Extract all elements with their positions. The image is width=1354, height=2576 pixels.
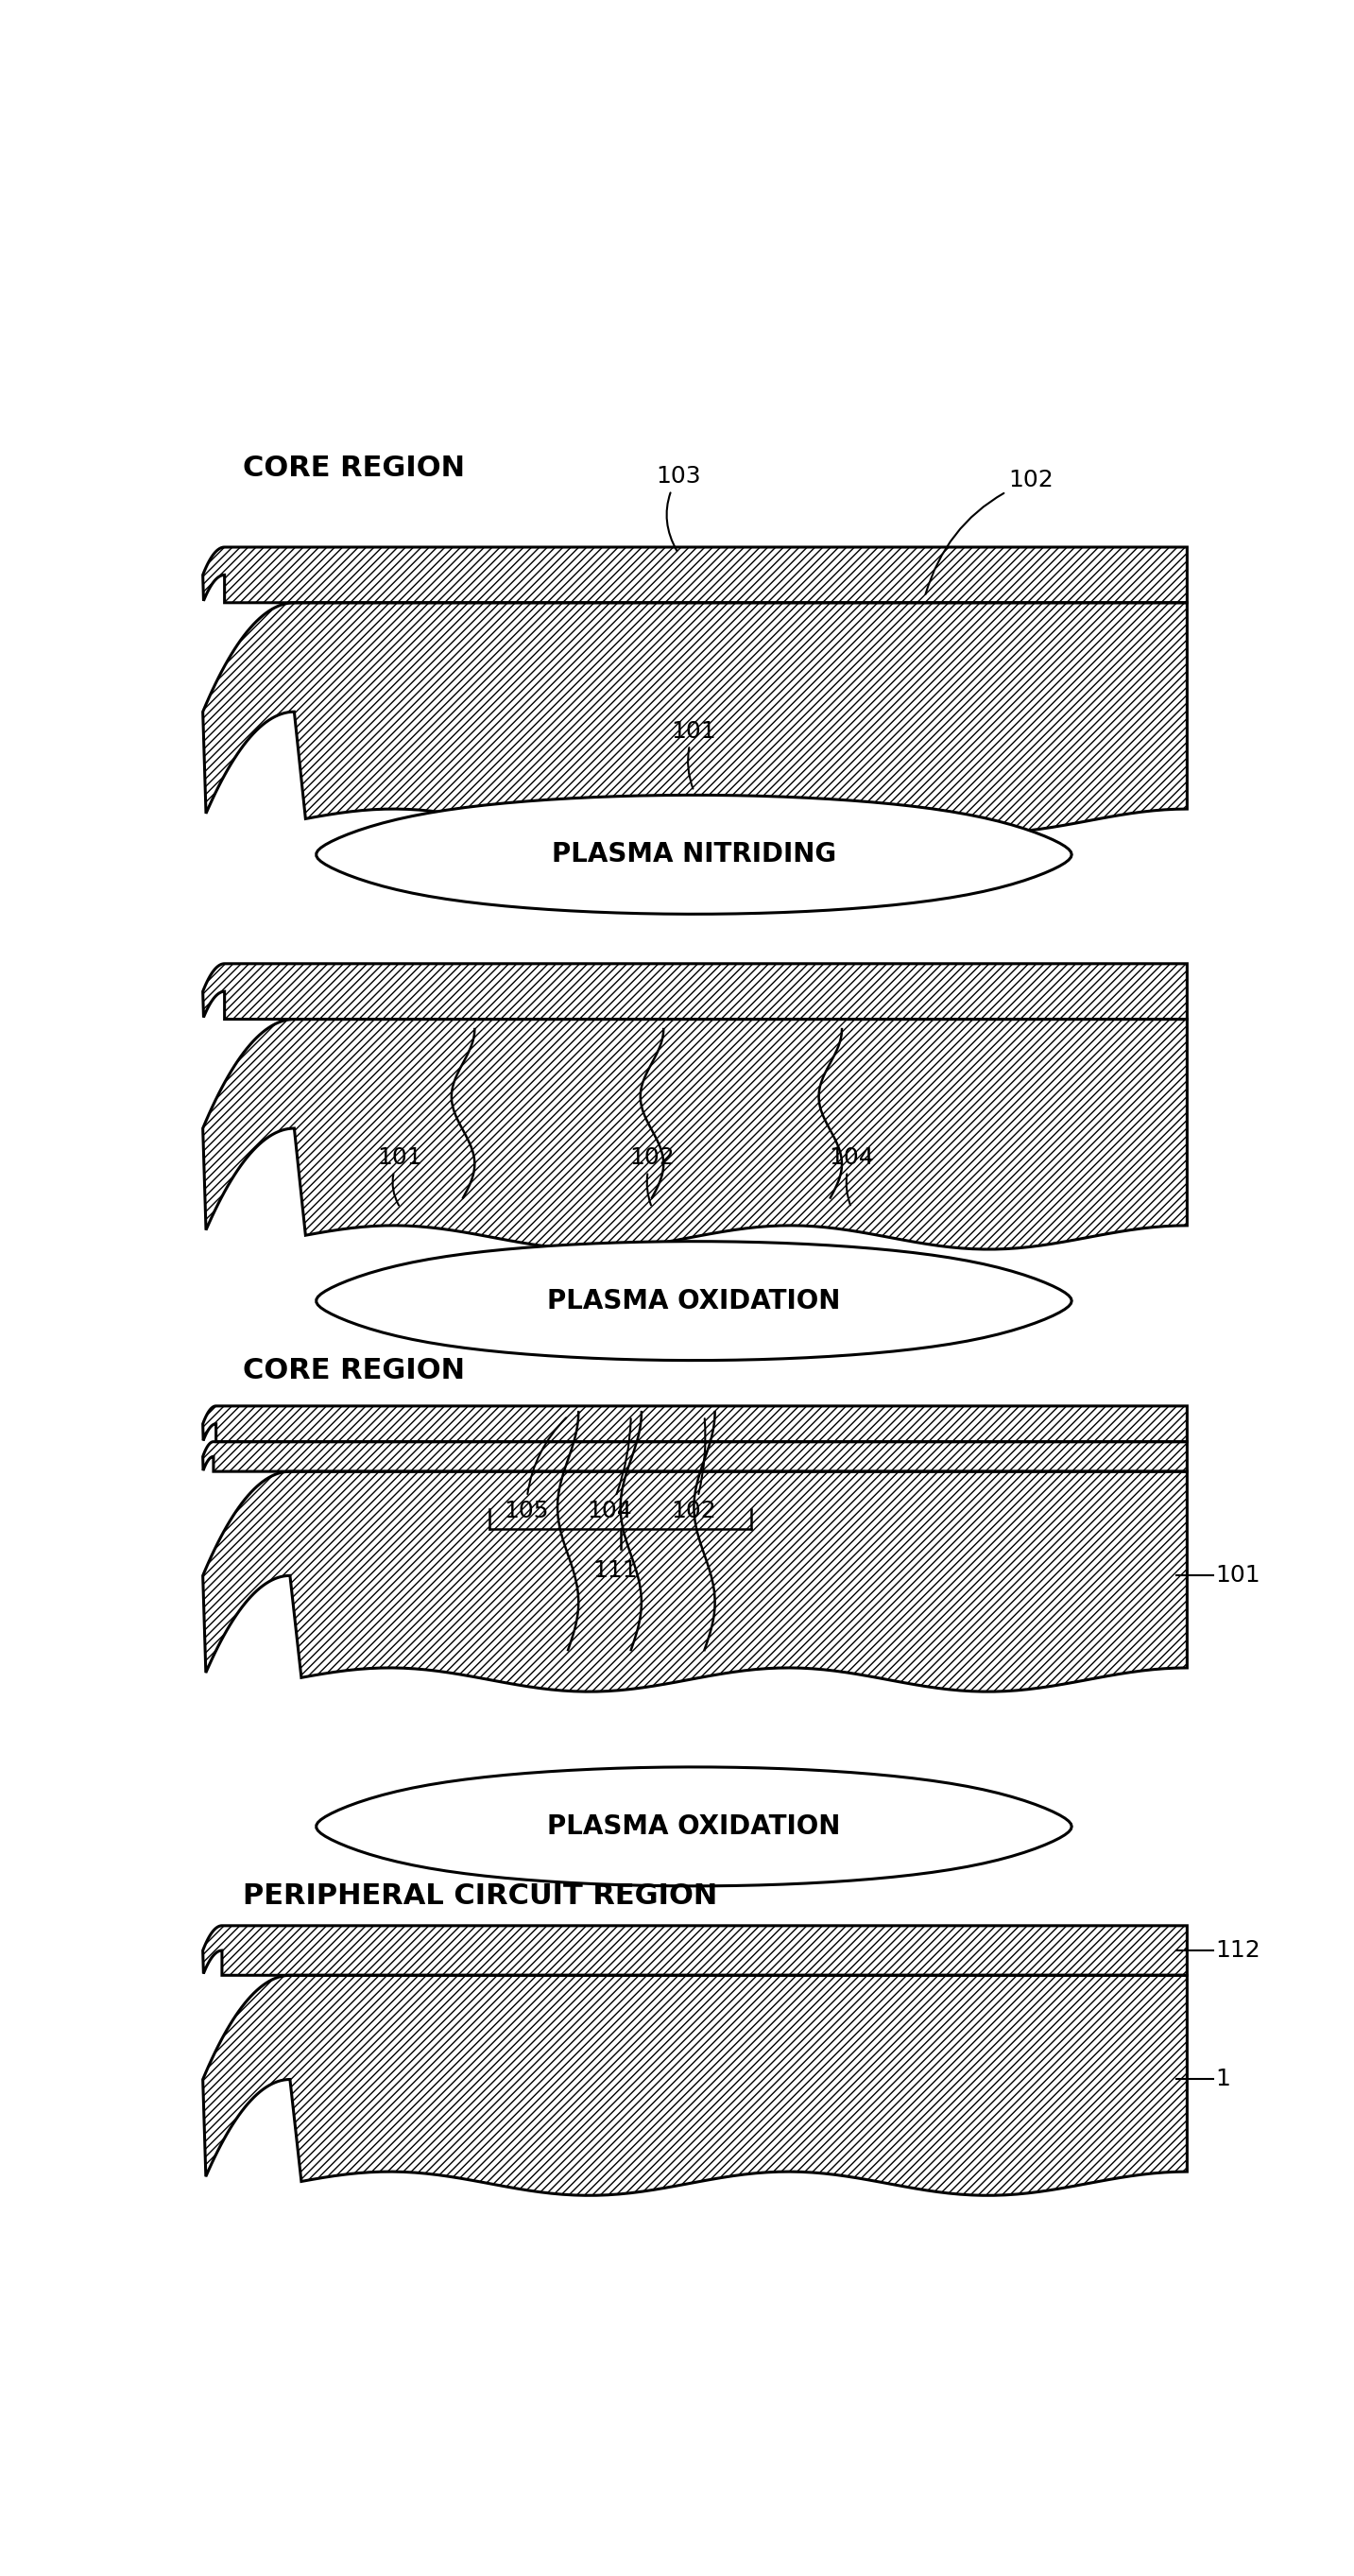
- Polygon shape: [317, 1242, 1072, 1360]
- Text: PLASMA NITRIDING: PLASMA NITRIDING: [551, 842, 837, 868]
- Text: 102: 102: [926, 469, 1053, 595]
- Text: PERIPHERAL CIRCUIT REGION: PERIPHERAL CIRCUIT REGION: [242, 1883, 718, 1909]
- Text: CORE REGION: CORE REGION: [242, 1358, 464, 1383]
- Polygon shape: [203, 603, 1187, 832]
- Polygon shape: [203, 1443, 1187, 1471]
- Polygon shape: [203, 546, 1187, 603]
- Text: 111: 111: [593, 1558, 638, 1582]
- Text: PLASMA OXIDATION: PLASMA OXIDATION: [547, 1814, 841, 1839]
- Text: 102: 102: [672, 1419, 716, 1522]
- Polygon shape: [203, 1020, 1187, 1249]
- Text: 105: 105: [504, 1417, 566, 1522]
- Text: 112: 112: [1216, 1940, 1261, 1963]
- Polygon shape: [203, 963, 1187, 1020]
- Text: CORE REGION: CORE REGION: [242, 453, 464, 482]
- Polygon shape: [203, 1927, 1187, 1976]
- Text: 101: 101: [1216, 1564, 1261, 1587]
- Polygon shape: [203, 1406, 1187, 1443]
- Polygon shape: [203, 1976, 1187, 2195]
- Text: 104: 104: [829, 1146, 873, 1206]
- Text: 101: 101: [378, 1146, 422, 1206]
- Text: 1: 1: [1216, 2069, 1231, 2092]
- Polygon shape: [203, 1471, 1187, 1692]
- Text: 102: 102: [630, 1146, 674, 1206]
- Polygon shape: [317, 1767, 1072, 1886]
- Text: PLASMA OXIDATION: PLASMA OXIDATION: [547, 1288, 841, 1314]
- Text: 101: 101: [672, 719, 716, 788]
- Polygon shape: [317, 796, 1072, 914]
- Text: 104: 104: [588, 1419, 632, 1522]
- Text: 103: 103: [655, 464, 700, 551]
